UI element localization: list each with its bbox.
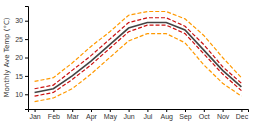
series-line [35,25,242,96]
x-tick: Jan [29,109,40,120]
x-tick: Feb [48,109,60,120]
x-tick-label: Jun [123,113,134,120]
x-tick-mark [204,109,205,112]
y-tick-label: 20 [15,54,23,61]
y-tick-mark [25,76,28,77]
x-tick-label: Jan [29,113,40,120]
y-tick: 10 [15,91,28,98]
y-tick: 15 [15,73,28,80]
x-tick-mark [241,109,242,112]
x-tick: Dec [236,109,249,120]
x-tick-label: Mar [67,113,80,120]
x-tick: Jul [143,109,152,120]
x-tick: Apr [86,109,98,121]
y-tick-mark [25,21,28,22]
series-line [35,23,242,93]
y-tick-mark [25,94,28,95]
x-tick-mark [166,109,167,112]
x-tick: Oct [199,109,210,120]
x-tick: Aug [160,109,173,121]
y-tick-label: 30 [15,17,23,24]
x-axis: Jan Feb Mar Apr May Jun Jul Aug Sep Oct Nov Dec [29,109,249,121]
x-tick-mark [53,109,54,112]
x-tick-mark [35,109,36,112]
x-tick: Jun [123,109,134,120]
lines [35,12,242,102]
x-tick: Mar [67,109,80,120]
y-axis: 10 15 20 25 30 [15,7,28,110]
x-tick-mark [72,109,73,112]
y-tick-mark [25,39,28,40]
plot: Jan Feb Mar Apr May Jun Jul Aug Sep Oct Nov Dec 10 15… [15,7,248,121]
chart: Jan Feb Mar Apr May Jun Jul Aug Sep Oct Nov Dec 10 15… [0,0,254,124]
y-axis-title: Monthly Ave Temp (°C) [3,17,11,97]
x-tick-mark [223,109,224,112]
y-tick-label: 25 [15,36,23,43]
x-tick-label: Sep [179,113,192,121]
series-line [35,12,242,82]
x-tick: May [104,109,118,121]
y-tick-label: 10 [15,91,23,98]
x-tick-mark [129,109,130,112]
y-tick: 20 [15,54,28,61]
x-tick-label: Dec [236,113,249,120]
x-tick-mark [185,109,186,112]
x-tick-label: Feb [48,113,60,120]
x-tick-label: Oct [199,113,210,120]
x-tick-mark [91,109,92,112]
x-tick-label: Jul [143,113,152,120]
x-axis-line [29,110,249,113]
x-tick-label: Apr [86,113,98,121]
y-tick-label: 15 [15,73,23,80]
y-tick: 25 [15,36,28,43]
x-tick-label: May [104,113,118,121]
y-axis-line [25,7,29,110]
x-tick-label: Aug [160,113,173,121]
x-tick-mark [147,109,148,112]
x-tick: Sep [179,109,192,121]
y-tick: 30 [15,17,28,24]
x-tick: Nov [217,109,230,120]
series-line [35,18,242,89]
x-tick-label: Nov [217,113,230,120]
x-tick-mark [110,109,111,112]
y-tick-mark [25,58,28,59]
